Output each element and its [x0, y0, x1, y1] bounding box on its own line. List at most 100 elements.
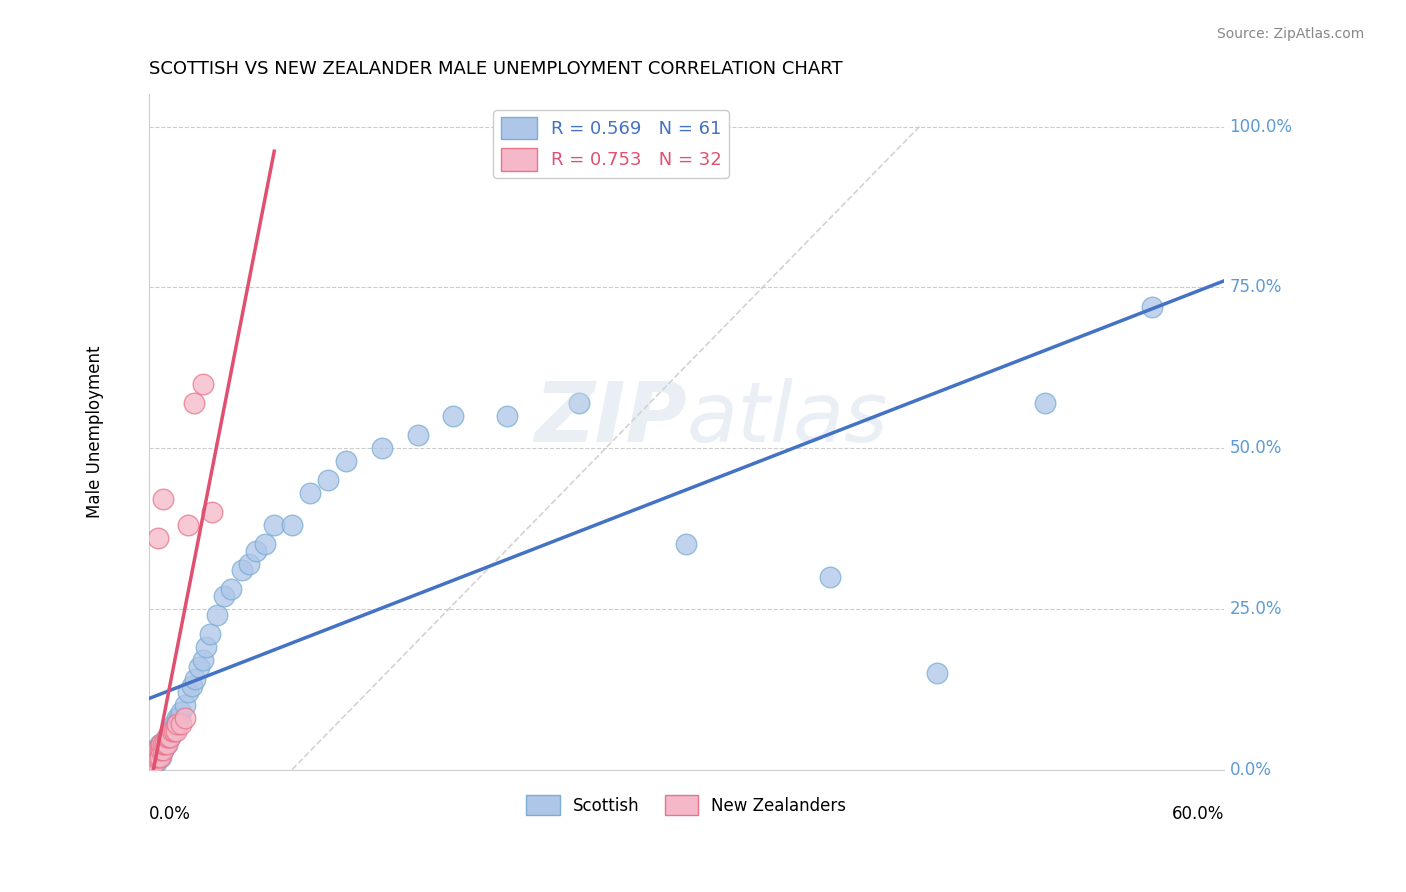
Point [139, 756, 162, 770]
Point [231, 563, 253, 577]
Point [166, 717, 188, 731]
Point [191, 653, 214, 667]
Point [145, 749, 167, 764]
Point [141, 756, 163, 770]
Text: 100.0%: 100.0% [1229, 118, 1292, 136]
Point [152, 737, 174, 751]
Point [159, 723, 181, 738]
Point [371, 441, 394, 455]
Text: 25.0%: 25.0% [1229, 599, 1282, 618]
Point [183, 396, 205, 410]
Point [335, 454, 357, 468]
Point [170, 705, 193, 719]
Point [568, 396, 591, 410]
Point [148, 743, 170, 757]
Point [818, 569, 841, 583]
Point [143, 756, 166, 770]
Point [150, 743, 173, 757]
Point [143, 756, 166, 770]
Point [254, 537, 277, 551]
Legend: Scottish, New Zealanders: Scottish, New Zealanders [520, 789, 853, 822]
Point [141, 749, 163, 764]
Point [150, 743, 173, 757]
Point [152, 737, 174, 751]
Text: Source: ZipAtlas.com: Source: ZipAtlas.com [1216, 27, 1364, 41]
Point [245, 544, 267, 558]
Point [198, 627, 221, 641]
Point [152, 743, 174, 757]
Point [152, 492, 174, 507]
Point [146, 749, 169, 764]
Point [150, 737, 173, 751]
Point [263, 518, 285, 533]
Point [153, 737, 176, 751]
Point [195, 640, 218, 655]
Point [219, 582, 242, 597]
Text: 50.0%: 50.0% [1229, 439, 1282, 457]
Point [156, 737, 179, 751]
Point [146, 531, 169, 545]
Point [157, 731, 180, 745]
Text: ZIP: ZIP [534, 378, 686, 459]
Point [1033, 396, 1056, 410]
Point [316, 473, 339, 487]
Point [167, 711, 190, 725]
Point [675, 537, 697, 551]
Point [156, 731, 179, 745]
Point [159, 731, 181, 745]
Point [191, 376, 214, 391]
Point [160, 723, 183, 738]
Point [141, 749, 163, 764]
Point [173, 698, 195, 713]
Point [212, 589, 235, 603]
Point [145, 743, 167, 757]
Point [165, 723, 187, 738]
Point [200, 505, 222, 519]
Point [166, 711, 188, 725]
Point [157, 731, 180, 745]
Point [146, 743, 169, 757]
Point [150, 737, 173, 751]
Point [145, 743, 167, 757]
Point [1142, 300, 1164, 314]
Text: 0.0%: 0.0% [1229, 761, 1271, 779]
Point [177, 685, 200, 699]
Point [148, 743, 170, 757]
Text: 60.0%: 60.0% [1171, 805, 1225, 822]
Point [159, 731, 181, 745]
Point [170, 717, 193, 731]
Point [146, 749, 169, 764]
Point [146, 749, 169, 764]
Point [148, 749, 170, 764]
Point [205, 608, 228, 623]
Text: Male Unemployment: Male Unemployment [86, 346, 104, 518]
Point [139, 756, 162, 770]
Point [406, 428, 429, 442]
Point [173, 711, 195, 725]
Point [238, 557, 260, 571]
Point [145, 756, 167, 770]
Point [156, 731, 179, 745]
Text: 75.0%: 75.0% [1229, 278, 1282, 296]
Point [180, 679, 202, 693]
Text: 0.0%: 0.0% [149, 805, 191, 822]
Point [163, 723, 186, 738]
Point [148, 737, 170, 751]
Point [143, 743, 166, 757]
Point [145, 749, 167, 764]
Point [160, 723, 183, 738]
Text: atlas: atlas [686, 378, 889, 459]
Point [184, 673, 207, 687]
Text: SCOTTISH VS NEW ZEALANDER MALE UNEMPLOYMENT CORRELATION CHART: SCOTTISH VS NEW ZEALANDER MALE UNEMPLOYM… [149, 60, 842, 78]
Point [188, 659, 211, 673]
Point [153, 737, 176, 751]
Point [496, 409, 519, 423]
Point [177, 518, 200, 533]
Point [152, 743, 174, 757]
Point [165, 717, 187, 731]
Point [927, 666, 949, 681]
Point [156, 737, 179, 751]
Point [299, 486, 322, 500]
Point [141, 756, 163, 770]
Point [443, 409, 465, 423]
